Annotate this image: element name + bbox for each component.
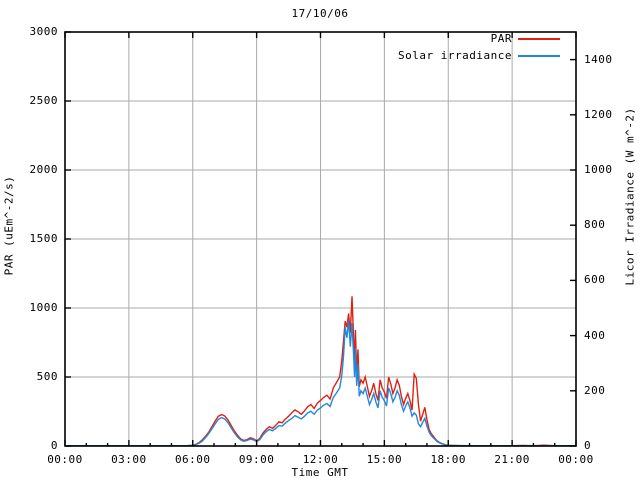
y-tick-label-left: 1000: [29, 301, 58, 314]
legend-label-par: PAR: [490, 32, 512, 45]
y-tick-label-right: 1400: [584, 52, 613, 66]
x-axis-label: Time GMT: [291, 466, 349, 479]
legend-label-solar: Solar irradiance: [398, 49, 512, 62]
y-tick-label-left: 2000: [29, 163, 58, 176]
x-tick-label: 21:00: [494, 453, 530, 466]
gridlines: [65, 32, 576, 446]
chart-title: 17/10/06: [291, 7, 349, 20]
y-tick-label-right: 600: [584, 273, 606, 287]
y-tick-label-right: 800: [584, 218, 606, 232]
legend-swatch-solar: [518, 54, 560, 57]
x-tick-label: 00:00: [558, 453, 594, 466]
y-tick-label-left: 0: [50, 439, 58, 452]
x-tick-label: 18:00: [430, 453, 467, 466]
x-tick-label: 15:00: [366, 453, 403, 466]
x-tick-label: 12:00: [302, 453, 339, 466]
y-tick-label-left: 500: [36, 370, 58, 383]
y-tick-label-right: 1000: [584, 163, 613, 176]
axis-frame: [64, 31, 577, 447]
y-tick-label-right: 400: [584, 328, 606, 342]
x-tick-label: 06:00: [174, 453, 211, 466]
legend-item-solar: Solar irradiance: [330, 49, 560, 62]
y-tick-label-right: 0: [584, 439, 592, 452]
x-tick-label: 03:00: [111, 453, 147, 466]
y-tick-label-left: 1500: [29, 232, 58, 245]
y-tick-label-left: 2500: [29, 94, 58, 107]
x-tick-label: 09:00: [238, 453, 275, 466]
y-tick-label-right: 1200: [584, 107, 613, 121]
y-tick-label-right: 200: [584, 383, 606, 397]
legend-swatch-par: [518, 37, 560, 40]
y-tick-label-left: 3000: [29, 25, 58, 38]
x-tick-label: 00:00: [47, 453, 83, 466]
legend-item-par: PAR: [330, 32, 560, 45]
